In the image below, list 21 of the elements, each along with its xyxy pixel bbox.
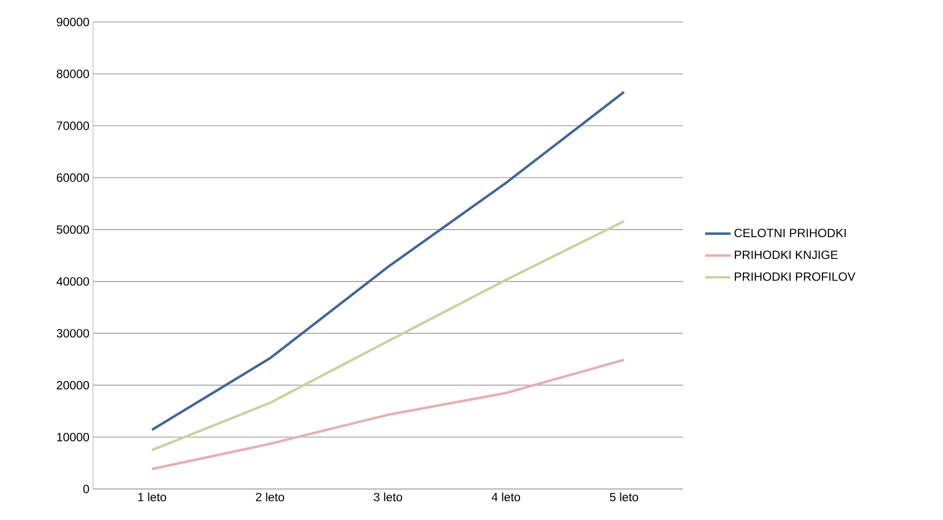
legend-label: PRIHODKI PROFILOV [734,272,856,281]
legend-label: CELOTNI PRIHODKI [734,228,846,238]
legend-label: PRIHODKI KNJIGE [734,250,838,260]
y-tick-label: 70000 [56,122,90,130]
y-tick-label: 50000 [56,225,90,234]
x-tick-label: 3 leto [374,492,402,502]
y-tick-label: 40000 [56,277,90,286]
line-series [150,220,626,452]
line-series [150,358,626,470]
y-tick-label: 10000 [57,432,90,442]
y-tick-label: 0 [83,484,90,494]
y-tick-label: 60000 [56,173,90,182]
x-tick-label: 1 leto [138,492,166,502]
x-tick-label: 2 leto [256,492,284,502]
line-series [150,90,626,432]
y-tick-label: 20000 [56,380,90,390]
y-tick-label: 90000 [56,18,90,26]
x-tick-label: 5 leto [610,492,638,502]
x-tick-label: 4 leto [492,492,520,502]
y-tick-label: 30000 [56,329,90,338]
y-tick-label: 80000 [56,70,90,78]
